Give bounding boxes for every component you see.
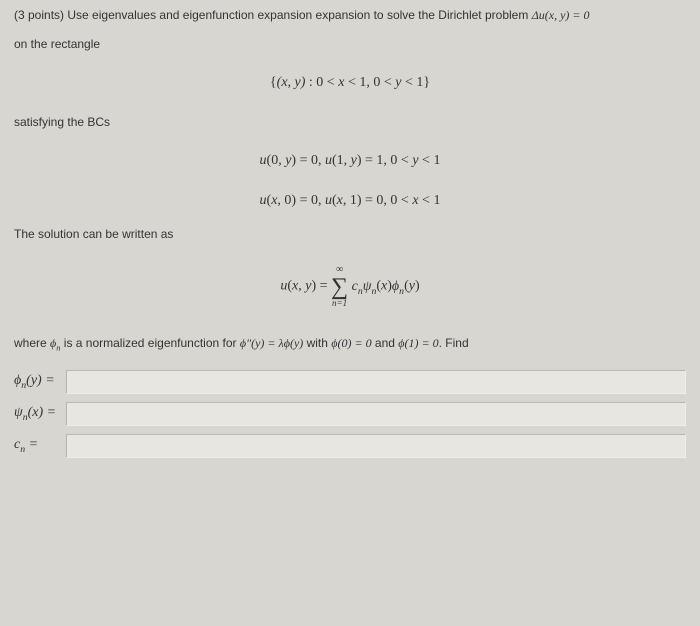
phi-answer-row: ϕn(y) = xyxy=(14,370,686,394)
bc-equation-2: u(x, 0) = 0, u(x, 1) = 0, 0 < x < 1 xyxy=(14,193,686,209)
phi-input[interactable] xyxy=(66,370,686,394)
intro-text: Use eigenvalues and eigenfunction expans… xyxy=(67,8,528,22)
solution-text: The solution can be written as xyxy=(14,227,686,241)
points-label: (3 points) xyxy=(14,8,64,22)
bc-equation-1: u(0, y) = 0, u(1, y) = 1, 0 < y < 1 xyxy=(14,153,686,169)
sum-lower: n=1 xyxy=(331,299,348,308)
domain-equation: {(x, y) : 0 < x < 1, 0 < y < 1} xyxy=(14,75,686,91)
rectangle-text: on the rectangle xyxy=(14,37,686,51)
where-clause: where ϕn is a normalized eigenfunction f… xyxy=(14,336,686,352)
psi-input[interactable] xyxy=(66,402,686,426)
psi-label: ψn(x) = xyxy=(14,405,66,423)
bc-text: satisfying the BCs xyxy=(14,115,686,129)
question-intro: (3 points) Use eigenvalues and eigenfunc… xyxy=(14,8,686,23)
phi-label: ϕn(y) = xyxy=(14,373,66,391)
c-answer-row: cn = xyxy=(14,434,686,458)
main-equation: Δu(x, y) = 0 xyxy=(532,8,590,22)
sigma-icon: ∑ xyxy=(331,275,348,299)
c-label: cn = xyxy=(14,437,66,455)
solution-formula: u(x, y) = ∞ ∑ n=1 cnψn(x)ϕn(y) xyxy=(14,265,686,308)
c-input[interactable] xyxy=(66,434,686,458)
psi-answer-row: ψn(x) = xyxy=(14,402,686,426)
